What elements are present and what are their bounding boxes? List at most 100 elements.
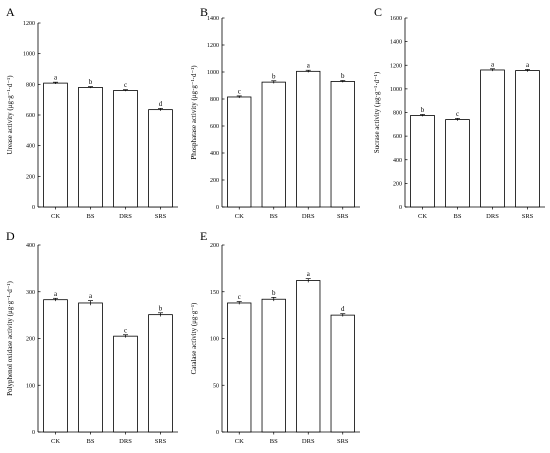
- y-tick-label: 400: [210, 151, 219, 157]
- bar: [43, 82, 68, 208]
- panel-label: C: [374, 5, 382, 19]
- panel-label: A: [6, 5, 15, 19]
- y-tick-label: 200: [210, 243, 219, 249]
- bar: [296, 70, 321, 208]
- bar: [148, 109, 173, 208]
- y-axis-title: Polyphenol oxidase activity (μg·g⁻¹·d⁻¹): [6, 280, 14, 395]
- y-tick-label: 600: [210, 124, 219, 130]
- y-tick-label: 0: [216, 430, 219, 436]
- x-tick-label: BS: [454, 213, 462, 220]
- x-tick-label: DRS: [302, 213, 315, 220]
- significance-label: c: [238, 87, 241, 95]
- significance-label: d: [341, 305, 345, 313]
- panel-label: B: [200, 5, 208, 19]
- x-tick-label: BS: [270, 438, 278, 445]
- chart-panel-a: A 0 200 400 600 800 1000 1200 Urease activity (μ…: [6, 5, 178, 220]
- y-tick-label: 1600: [390, 16, 402, 22]
- chart-panel-b: B 0 200 400 600 800 1000 1200 1400 Phosphatase ac…: [190, 5, 360, 220]
- x-tick-label: SRS: [337, 213, 349, 220]
- y-tick-label: 400: [26, 243, 35, 249]
- x-tick-label: BS: [87, 438, 95, 445]
- y-tick-label: 800: [210, 97, 219, 103]
- y-tick-label: 0: [216, 205, 219, 211]
- y-tick-label: 1000: [23, 52, 35, 58]
- y-tick-label: 1400: [390, 40, 402, 46]
- y-tick-label: 150: [210, 290, 219, 296]
- y-tick-label: 200: [210, 178, 219, 184]
- y-axis-title: Sucrase activity (μg·g⁻¹·d⁻¹): [373, 71, 381, 153]
- significance-label: a: [307, 270, 311, 278]
- bar: [148, 314, 173, 433]
- x-tick-label: BS: [270, 213, 278, 220]
- y-tick-label: 1000: [207, 70, 219, 76]
- significance-label: b: [89, 78, 93, 86]
- panel-label: E: [200, 229, 207, 243]
- bar: [43, 299, 68, 433]
- x-tick-label: CK: [235, 438, 244, 445]
- bar: [261, 298, 286, 433]
- y-tick-label: 400: [26, 144, 35, 150]
- x-tick-label: DRS: [302, 438, 315, 445]
- chart-panel-c: C 0 200 400 600 800 1000 1200 1400 1600 Sucrase ac…: [373, 5, 545, 220]
- bar: [78, 302, 103, 433]
- x-tick-label: CK: [51, 213, 60, 220]
- significance-label: c: [238, 293, 241, 301]
- x-tick-label: SRS: [337, 438, 349, 445]
- bar: [261, 81, 286, 208]
- bar: [296, 280, 321, 433]
- bar: [410, 115, 435, 208]
- x-tick-label: DRS: [119, 438, 132, 445]
- y-tick-label: 200: [26, 174, 35, 180]
- y-tick-label: 1200: [23, 21, 35, 27]
- x-tick-label: CK: [418, 213, 427, 220]
- x-tick-label: SRS: [155, 438, 167, 445]
- x-tick-label: DRS: [486, 213, 499, 220]
- bar: [480, 69, 505, 208]
- chart-panel-d: D 0 100 200 300 400 Polyphenol oxidase activit…: [6, 229, 178, 445]
- y-tick-label: 0: [32, 430, 35, 436]
- y-tick-label: 600: [393, 134, 402, 140]
- y-axis-title: Urease activity (μg·g⁻¹·d⁻¹): [6, 75, 14, 155]
- x-tick-label: CK: [235, 213, 244, 220]
- significance-label: b: [272, 72, 276, 80]
- bar: [113, 335, 138, 433]
- y-axis-title: Phosphatase activity (μg·g⁻¹·d⁻¹): [190, 65, 198, 160]
- bar: [227, 96, 252, 208]
- significance-label: a: [526, 61, 530, 69]
- significance-label: b: [272, 289, 276, 297]
- y-tick-label: 0: [399, 205, 402, 211]
- y-tick-label: 300: [26, 290, 35, 296]
- bar: [445, 119, 470, 208]
- significance-label: d: [159, 100, 163, 108]
- y-tick-label: 200: [26, 337, 35, 343]
- y-tick-label: 100: [26, 383, 35, 389]
- y-tick-label: 1400: [207, 16, 219, 22]
- significance-label: a: [491, 60, 495, 68]
- significance-label: a: [307, 62, 311, 70]
- bar: [330, 81, 355, 208]
- y-tick-label: 50: [213, 383, 219, 389]
- chart-panel-e: E 0 50 100 150 200 Catalase activity (μg·g⁻¹) c…: [190, 229, 360, 445]
- bar: [78, 87, 103, 208]
- y-tick-label: 1000: [390, 87, 402, 93]
- x-tick-label: DRS: [119, 213, 132, 220]
- y-tick-label: 600: [26, 113, 35, 119]
- y-tick-label: 800: [26, 82, 35, 88]
- significance-label: a: [54, 290, 58, 298]
- panel-label: D: [6, 229, 15, 243]
- bar: [113, 90, 138, 208]
- y-tick-label: 800: [393, 111, 402, 117]
- bar: [227, 302, 252, 433]
- significance-label: a: [54, 74, 58, 82]
- x-tick-label: BS: [87, 213, 95, 220]
- y-tick-label: 1200: [390, 63, 402, 69]
- y-tick-label: 100: [210, 337, 219, 343]
- y-axis-title: Catalase activity (μg·g⁻¹): [190, 302, 198, 374]
- y-tick-label: 200: [393, 181, 402, 187]
- significance-label: c: [124, 81, 127, 89]
- significance-label: a: [89, 292, 93, 300]
- significance-label: c: [456, 110, 459, 118]
- x-tick-label: SRS: [522, 213, 534, 220]
- significance-label: b: [159, 304, 163, 312]
